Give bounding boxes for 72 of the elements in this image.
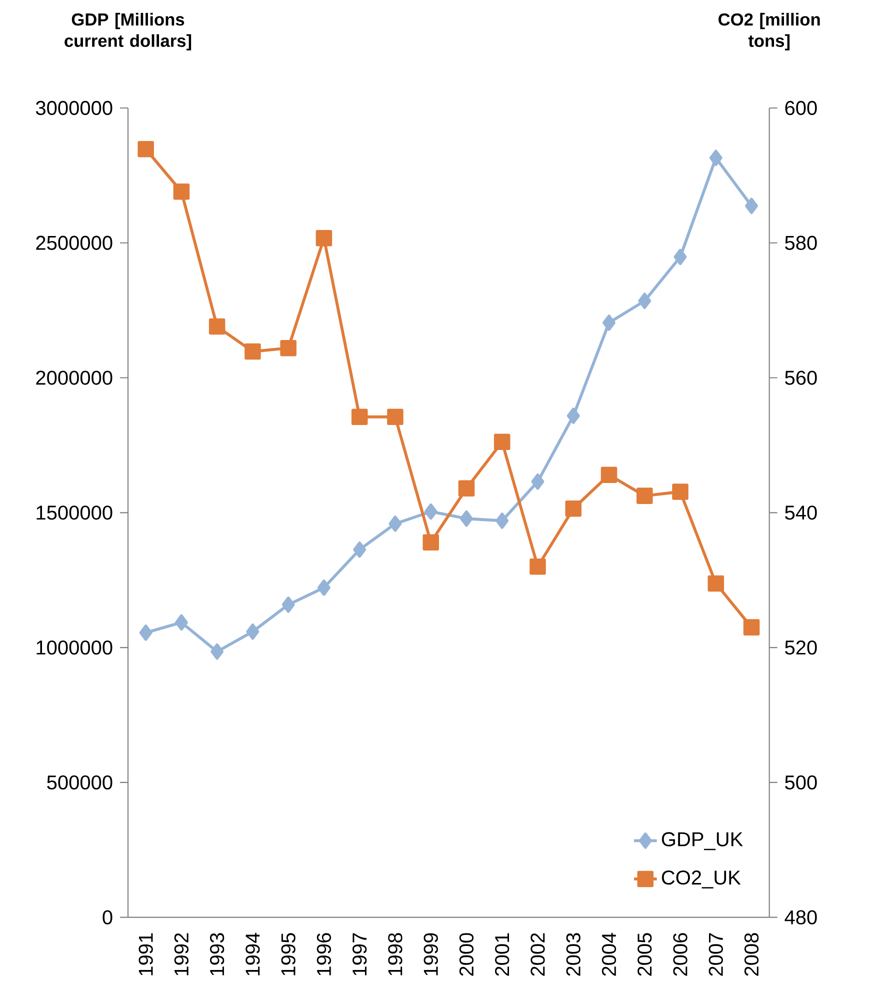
y2-tick-label: 520 [785,640,817,655]
y-tick-label: 1500000 [36,506,112,520]
point [460,510,473,527]
x-tick-label: 2007 [708,933,723,976]
point [530,558,546,575]
point [244,343,261,360]
point [602,314,616,331]
x-tick-label: 1996 [316,933,332,976]
point [174,614,188,631]
y2-tick-label: 560 [785,370,817,385]
point [282,596,295,613]
y2-tick-label: 500 [785,775,817,790]
point [351,408,368,426]
point [566,408,580,424]
x-tick-label: 1999 [424,933,438,976]
point [672,484,688,500]
x-tick-label: 2003 [566,933,580,976]
point [138,141,154,158]
point [531,474,544,490]
point [743,619,760,636]
y2-axis-title: CO2 [million tons] [718,12,820,50]
point [638,292,652,310]
point [173,183,190,200]
x-tick-label: 1991 [138,933,153,976]
y-tick-label: 0 [102,910,112,924]
x-tick-label: 1994 [246,932,260,976]
y2-tick-label: 580 [785,236,817,250]
point [388,516,402,532]
x-tick-label: 2005 [638,933,652,976]
point [246,624,260,640]
y-tick-label: 3000000 [36,100,112,116]
point [353,541,366,558]
x-tick-label: 1998 [388,933,402,976]
x-tick-label: 1992 [174,933,189,976]
point [317,580,330,596]
point [636,488,653,504]
point [422,534,439,550]
point [280,340,296,356]
legend-label: GDP_UK [662,832,743,850]
point [387,408,404,426]
point [139,624,152,641]
point [458,480,475,497]
point [565,500,582,517]
y-tick-label: 1000000 [36,640,112,655]
x-tick-label: 2008 [744,933,759,976]
x-tick-label: 1995 [281,933,296,976]
point [496,512,509,529]
x-tick-label: 2000 [459,933,474,976]
y2-tick-label: 480 [784,910,817,924]
point [600,466,618,484]
legend-label: CO2_UK [662,870,741,888]
y-tick-label: 500000 [47,775,112,790]
point [208,318,226,335]
point [674,248,687,266]
point [708,575,724,592]
y2-tick-label: 540 [785,506,817,520]
y-tick-label: 2000000 [36,370,112,385]
point [709,150,722,166]
point [424,503,438,520]
point [745,198,758,214]
x-tick-label: 2006 [673,933,688,976]
x-tick-label: 1997 [352,933,367,976]
point [210,643,224,660]
point [494,434,510,450]
x-tick-label: 2004 [602,932,616,976]
x-tick-label: 1993 [210,933,224,976]
x-tick-label: 2002 [530,933,545,976]
point [316,230,332,246]
y2-tick-label: 600 [785,100,817,116]
y-axis-title: GDP [Millions current dollars] [64,12,192,50]
x-tick-label: 2001 [495,933,510,976]
y-tick-label: 2500000 [36,236,112,250]
